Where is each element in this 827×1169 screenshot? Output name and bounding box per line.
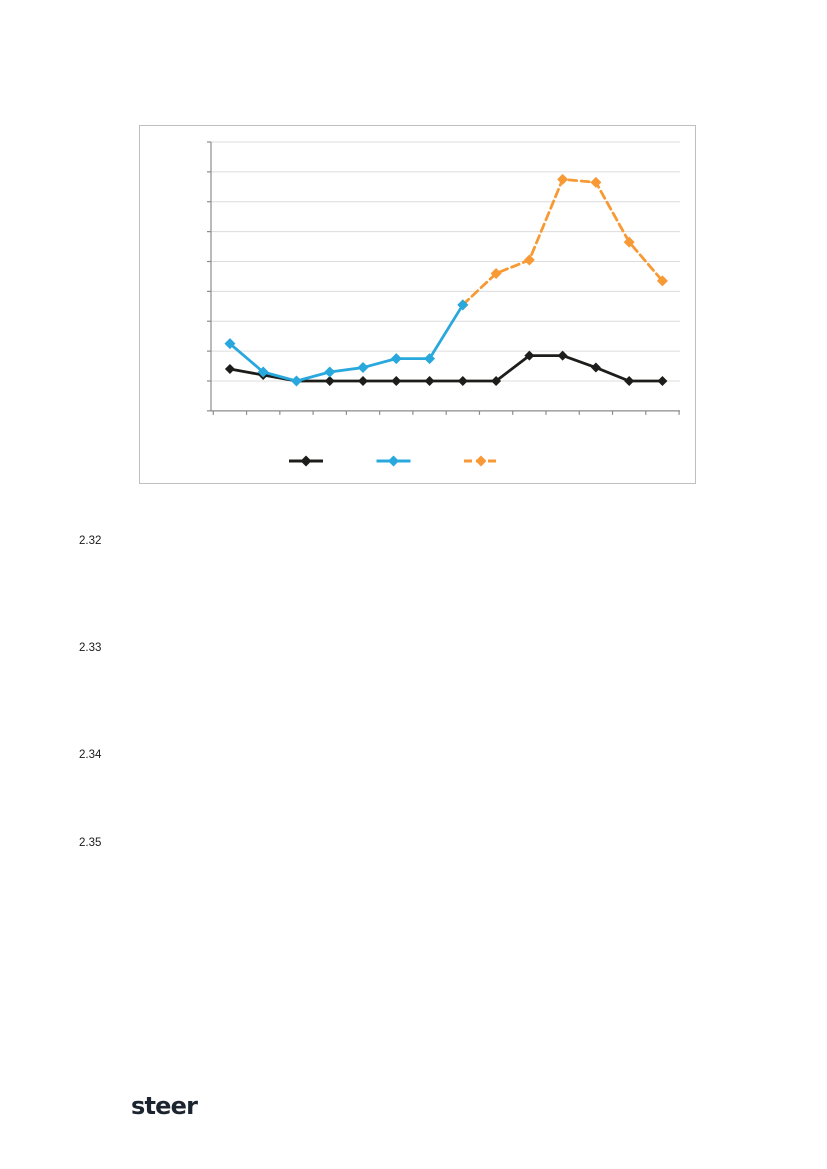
series-black-marker xyxy=(358,376,369,386)
legend-key-marker xyxy=(300,455,312,467)
paragraph-number-3: 2.34 xyxy=(79,749,102,761)
steer-logo: steer xyxy=(131,1092,198,1120)
paragraph-number-2: 2.33 xyxy=(79,642,102,654)
series-black-marker xyxy=(590,362,601,373)
series-blue-marker xyxy=(224,338,236,350)
series-black-line xyxy=(228,354,664,383)
series-black-marker xyxy=(491,376,502,386)
legend-key-marker xyxy=(388,455,399,467)
series-black-marker xyxy=(424,376,435,386)
series-orange-marker xyxy=(490,267,502,279)
legend-key-marker xyxy=(475,455,487,467)
paragraph-number-1: 2.32 xyxy=(79,535,102,547)
series-blue-marker xyxy=(290,375,302,387)
series-black-marker xyxy=(391,376,402,386)
series-black-marker xyxy=(324,376,335,386)
series-blue-marker xyxy=(324,366,336,378)
paragraph-number-4: 2.35 xyxy=(79,837,102,849)
series-orange-marker xyxy=(623,236,635,248)
series-blue-marker xyxy=(457,299,469,311)
series-orange-marker xyxy=(590,176,602,188)
series-orange-marker xyxy=(656,275,668,287)
series-orange-marker xyxy=(523,254,535,266)
figure-line-chart xyxy=(139,125,696,484)
series-black-marker xyxy=(657,376,668,386)
series-black-marker xyxy=(557,350,568,361)
series-blue-marker xyxy=(357,362,369,374)
series-black-marker xyxy=(457,376,468,386)
series-black-marker xyxy=(624,376,635,386)
series-blue-marker xyxy=(424,353,436,365)
series-orange-marker xyxy=(557,173,569,185)
series-blue-line xyxy=(228,303,465,383)
series-black-marker xyxy=(524,350,535,361)
series-black-marker xyxy=(224,364,235,375)
line-chart xyxy=(207,141,680,467)
series-blue-marker xyxy=(257,366,269,378)
series-blue-marker xyxy=(390,353,402,365)
